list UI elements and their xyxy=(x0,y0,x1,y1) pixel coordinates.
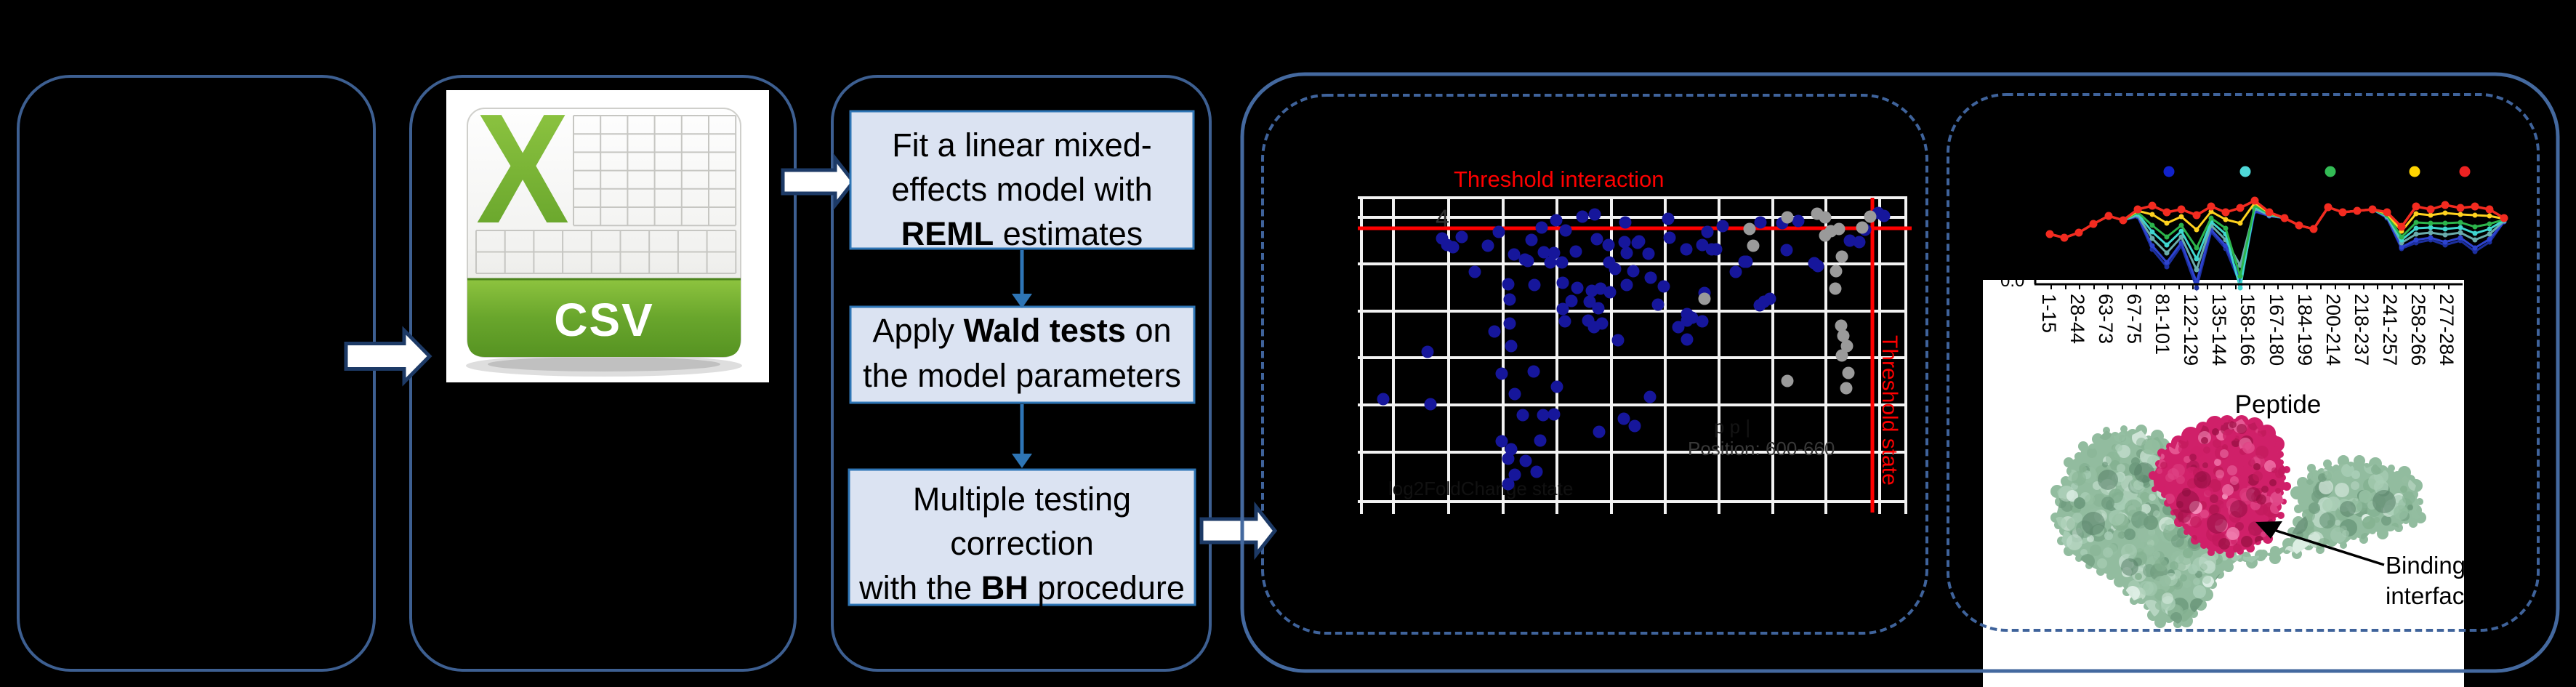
svg-text:Fit a linear mixed-: Fit a linear mixed- xyxy=(892,126,1152,164)
svg-text:122-129: 122-129 xyxy=(2180,294,2202,366)
svg-text:Position: 600-660: Position: 600-660 xyxy=(1688,438,1835,459)
svg-text:4: 4 xyxy=(1436,205,1449,233)
svg-text:interface: interface xyxy=(2386,582,2478,609)
svg-text:CSV: CSV xyxy=(554,294,654,346)
svg-text:Multiple testing: Multiple testing xyxy=(913,481,1131,518)
svg-text:1-15: 1-15 xyxy=(2038,294,2060,333)
svg-text:241-257: 241-257 xyxy=(2379,294,2401,366)
svg-text:X: X xyxy=(476,81,569,256)
svg-text:63-73: 63-73 xyxy=(2095,294,2117,344)
svg-text:158-166: 158-166 xyxy=(2237,294,2258,366)
svg-text:184-199: 184-199 xyxy=(2294,294,2316,366)
svg-text:Threshold state: Threshold state xyxy=(1877,335,1901,486)
svg-text:200-214: 200-214 xyxy=(2322,294,2344,366)
svg-text:Peptide: Peptide xyxy=(2235,390,2322,419)
svg-text:effects model with: effects model with xyxy=(891,171,1152,208)
svg-text:0.0: 0.0 xyxy=(2000,271,2024,291)
svg-text:258-266: 258-266 xyxy=(2407,294,2429,366)
svg-text:218-237: 218-237 xyxy=(2351,294,2372,366)
svg-text:67-75: 67-75 xyxy=(2123,294,2145,344)
svg-text:135-144: 135-144 xyxy=(2208,294,2230,366)
svg-text:167-180: 167-180 xyxy=(2266,294,2287,366)
svg-text:28-44: 28-44 xyxy=(2066,294,2088,344)
svg-text:Apply Wald tests on: Apply Wald tests on xyxy=(872,312,1171,349)
svg-text:81-101: 81-101 xyxy=(2152,294,2173,355)
svg-text:correction: correction xyxy=(950,525,1094,562)
svg-text:with the BH procedure: with the BH procedure xyxy=(858,569,1185,606)
svg-text:log2FoldChange state: log2FoldChange state xyxy=(1388,478,1573,499)
svg-text:Threshold interaction: Threshold interaction xyxy=(1454,166,1665,192)
svg-text:REML estimates: REML estimates xyxy=(901,215,1143,252)
svg-text:Binding: Binding xyxy=(2386,552,2466,579)
svg-text:p p |: p p | xyxy=(1714,416,1750,438)
svg-text:the model parameters: the model parameters xyxy=(863,357,1181,394)
svg-text:277-284: 277-284 xyxy=(2436,294,2458,366)
